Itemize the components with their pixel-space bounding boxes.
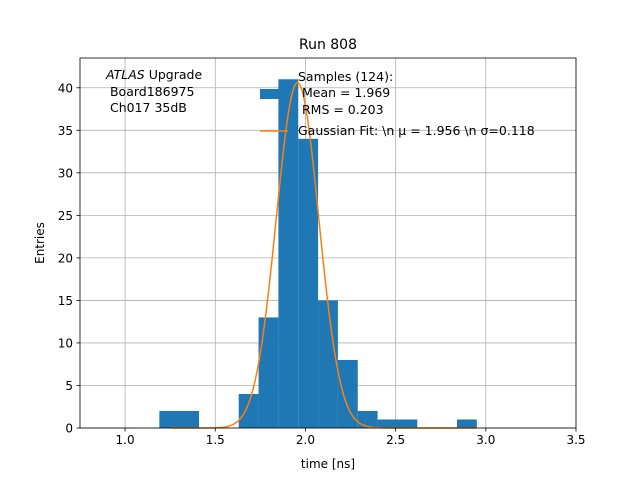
legend-samples-line1: Samples (124): [298, 69, 393, 84]
histogram-bar [159, 410, 200, 428]
legend-swatch-samples [260, 89, 288, 99]
histogram-bar [238, 393, 259, 428]
atlas-upgrade-label: Upgrade [145, 67, 203, 82]
x-axis-label: time [ns] [301, 457, 355, 471]
x-tick-label: 1.0 [116, 433, 135, 447]
x-axis-ticks: 1.0 1.5 2.0 2.5 3.0 3.5 [116, 428, 586, 447]
histogram-bar [456, 419, 477, 428]
legend: Samples (124): Mean = 1.969 RMS = 0.203 … [260, 69, 535, 138]
y-tick-label: 30 [58, 166, 73, 180]
histogram-bar [298, 138, 319, 428]
atlas-annotation: ATLAS Upgrade Board186975 Ch017 35dB [105, 67, 202, 115]
legend-samples-line2: Mean = 1.969 [298, 85, 390, 100]
y-tick-label: 20 [58, 251, 73, 265]
legend-fit-label: Gaussian Fit: \n μ = 1.956 \n σ=0.118 [298, 123, 535, 138]
histogram-bar [357, 410, 378, 428]
legend-samples-line3: RMS = 0.203 [298, 102, 384, 117]
y-axis-ticks: 0 5 10 15 20 25 30 35 40 [58, 81, 80, 436]
histogram-bar [318, 300, 338, 428]
x-tick-label: 3.5 [566, 433, 585, 447]
chart-title: Run 808 [299, 37, 357, 53]
histogram-bar [278, 79, 299, 428]
board-label: Board186975 [106, 84, 194, 99]
x-tick-label: 3.0 [476, 433, 495, 447]
atlas-italic-label: ATLAS [105, 67, 145, 82]
y-tick-label: 5 [65, 379, 73, 393]
y-tick-label: 25 [58, 209, 73, 223]
y-tick-label: 0 [65, 422, 73, 436]
y-tick-label: 15 [58, 294, 73, 308]
channel-label: Ch017 35dB [106, 100, 187, 115]
y-tick-label: 35 [58, 124, 73, 138]
histogram-bar [337, 359, 358, 428]
y-axis-label: Entries [33, 222, 47, 264]
svg-text:ATLAS Upgrade: ATLAS Upgrade [105, 67, 202, 82]
histogram-bar [377, 419, 418, 428]
histogram-bars [159, 79, 477, 428]
histogram-bar [258, 317, 279, 428]
x-tick-label: 2.0 [296, 433, 315, 447]
plot-frame [79, 57, 577, 429]
x-tick-label: 2.5 [386, 433, 405, 447]
y-tick-label: 40 [58, 81, 73, 95]
x-tick-label: 1.5 [206, 433, 225, 447]
y-tick-label: 10 [58, 336, 73, 350]
